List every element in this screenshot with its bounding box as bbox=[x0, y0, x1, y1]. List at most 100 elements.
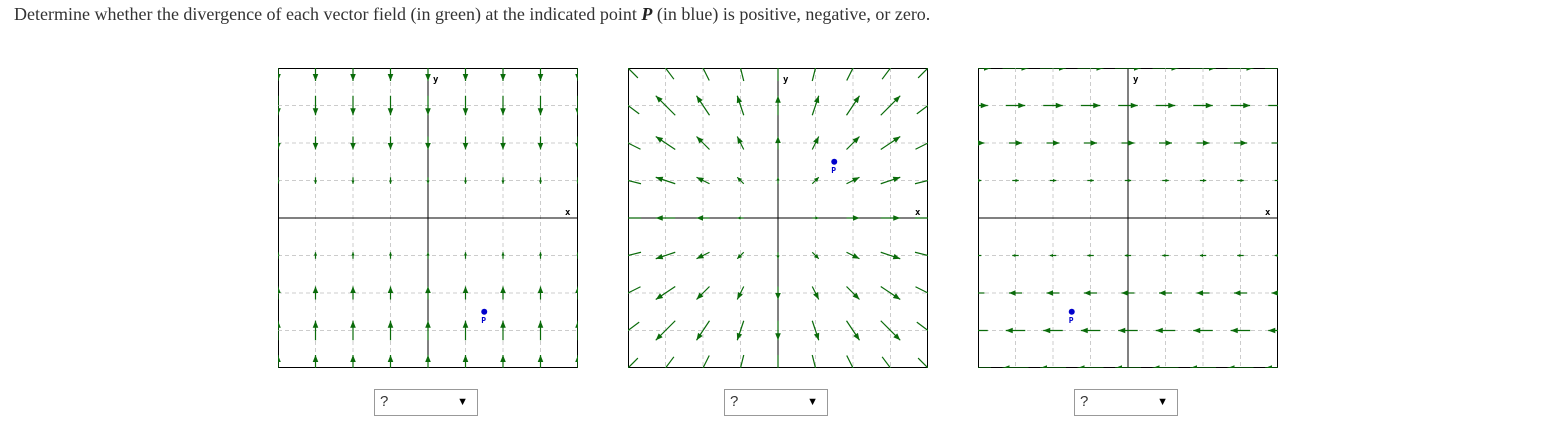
arrow-head bbox=[775, 136, 781, 143]
chevron-down-icon: ▼ bbox=[1157, 396, 1168, 408]
arrow-head bbox=[1053, 140, 1060, 146]
arrow-head bbox=[1168, 102, 1176, 109]
arrow-head bbox=[737, 216, 741, 220]
arrow-head bbox=[1205, 102, 1213, 109]
arrow-head bbox=[1053, 178, 1057, 183]
arrow-head bbox=[1230, 327, 1238, 334]
arrow-head bbox=[1162, 253, 1166, 258]
answer-select-2[interactable]: ? ▼ bbox=[724, 389, 828, 416]
vector-arrow bbox=[914, 179, 928, 185]
arrow-head bbox=[388, 252, 393, 256]
arrow-head bbox=[696, 177, 705, 183]
arrow-head bbox=[1128, 178, 1132, 183]
arrow-head bbox=[1193, 327, 1201, 334]
arrow-head bbox=[350, 286, 356, 293]
arrow-head bbox=[853, 215, 860, 221]
arrow-head bbox=[655, 293, 664, 300]
arrow-head bbox=[500, 286, 506, 293]
arrow-head bbox=[537, 355, 544, 362]
arrow-head bbox=[978, 178, 982, 183]
question-text: Determine whether the divergence of each… bbox=[14, 4, 931, 24]
arrow-head bbox=[1084, 290, 1091, 296]
arrow-head bbox=[1199, 253, 1203, 258]
arrow-head bbox=[312, 108, 319, 116]
vector-arrow bbox=[702, 68, 710, 81]
arrow-head bbox=[462, 108, 469, 116]
arrow-head bbox=[1274, 253, 1278, 258]
arrow-head bbox=[813, 253, 819, 259]
arrow-head bbox=[462, 143, 469, 150]
arrow-head bbox=[1203, 178, 1207, 183]
arrow-head bbox=[1165, 140, 1172, 146]
arrow-head bbox=[501, 252, 505, 256]
point-p-label: P bbox=[1069, 316, 1074, 325]
vector-arrow bbox=[664, 68, 675, 80]
arrow-head bbox=[1090, 140, 1097, 146]
arrow-head bbox=[893, 215, 901, 221]
arrow-head bbox=[537, 143, 544, 150]
answer-select-3[interactable]: ? ▼ bbox=[1074, 389, 1178, 416]
arrow-head bbox=[351, 180, 355, 184]
arrow-head bbox=[463, 180, 468, 184]
arrow-head bbox=[312, 286, 319, 293]
arrow-head bbox=[978, 140, 985, 146]
vector-arrow bbox=[628, 142, 641, 150]
arrow-head bbox=[1240, 140, 1247, 146]
chevron-down-icon: ▼ bbox=[457, 396, 468, 408]
arrow-head bbox=[278, 180, 280, 184]
arrow-head bbox=[737, 253, 743, 259]
arrow-head bbox=[1087, 253, 1091, 258]
vector-arrow bbox=[664, 356, 675, 368]
arrow-head bbox=[853, 332, 860, 341]
arrow-head bbox=[1159, 290, 1166, 296]
chevron-down-icon: ▼ bbox=[807, 396, 818, 408]
arrow-head bbox=[425, 355, 431, 362]
arrow-head bbox=[737, 136, 743, 145]
arrow-head bbox=[1196, 290, 1203, 296]
arrow-head bbox=[278, 252, 280, 256]
arrow-head bbox=[1265, 365, 1272, 368]
arrow-head bbox=[1203, 140, 1210, 146]
arrow-head bbox=[1155, 327, 1163, 334]
arrow-head bbox=[893, 95, 901, 103]
arrow-head bbox=[1043, 327, 1051, 334]
vector-arrow bbox=[811, 68, 817, 82]
arrow-head bbox=[1049, 253, 1053, 258]
arrow-head bbox=[425, 286, 431, 293]
arrow-head bbox=[852, 136, 860, 144]
x-axis-label: x bbox=[1265, 208, 1271, 218]
arrow-head bbox=[1090, 178, 1094, 183]
arrow-head bbox=[893, 333, 901, 341]
vector-arrow bbox=[628, 286, 641, 294]
arrow-head bbox=[387, 74, 394, 81]
arrow-head bbox=[425, 74, 431, 81]
answer-select-1[interactable]: ? ▼ bbox=[374, 389, 478, 416]
arrow-head bbox=[813, 332, 820, 341]
arrow-head bbox=[462, 286, 469, 293]
vector-arrow bbox=[628, 251, 642, 257]
vector-arrow bbox=[881, 68, 892, 80]
arrow-head bbox=[1124, 253, 1128, 258]
arrow-head bbox=[852, 292, 860, 300]
arrow-head bbox=[853, 95, 860, 104]
arrow-head bbox=[500, 74, 506, 81]
arrow-head bbox=[312, 74, 319, 81]
arrow-head bbox=[696, 215, 703, 221]
point-p bbox=[831, 158, 838, 165]
arrow-head bbox=[815, 216, 819, 220]
arrow-head bbox=[813, 136, 819, 145]
arrow-head bbox=[851, 177, 860, 183]
arrow-head bbox=[737, 177, 743, 183]
arrow-head bbox=[462, 74, 469, 81]
arrow-head bbox=[776, 255, 780, 259]
arrow-head bbox=[538, 252, 543, 256]
vector-field-plot-2: x y P bbox=[628, 68, 928, 368]
arrow-head bbox=[537, 286, 544, 293]
arrow-head bbox=[892, 136, 901, 143]
arrow-head bbox=[1271, 290, 1278, 296]
arrow-head bbox=[387, 143, 394, 150]
arrow-head bbox=[1093, 102, 1101, 109]
vector-arrow bbox=[702, 355, 710, 368]
arrow-head bbox=[463, 252, 468, 256]
y-axis-label: y bbox=[783, 75, 789, 85]
